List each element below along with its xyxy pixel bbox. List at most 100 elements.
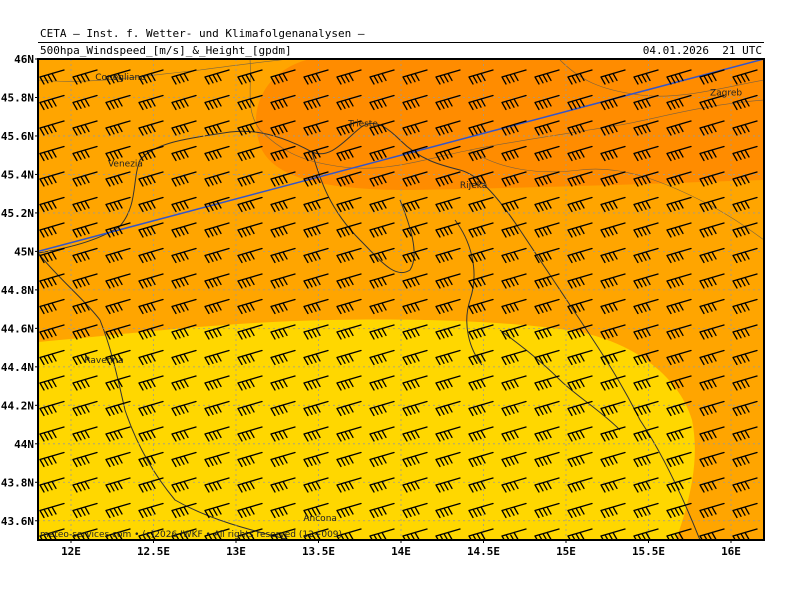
wind-barb — [303, 502, 329, 519]
wind-barb — [105, 502, 131, 519]
wind-barb — [204, 94, 230, 111]
wind-barb — [303, 477, 329, 493]
city-label: Venezia — [108, 160, 143, 170]
city-label: Rijeka — [460, 181, 487, 191]
wind-barb — [435, 120, 461, 136]
wind-barb — [435, 247, 461, 264]
wind-barb — [534, 222, 560, 238]
chart-title: CETA — Inst. f. Wetter- und Klimafolgena… — [40, 27, 365, 40]
wind-barb — [567, 69, 593, 85]
wind-barb — [105, 375, 131, 391]
wind-barb — [369, 145, 395, 162]
wind-barb — [72, 375, 98, 391]
wind-barb — [666, 324, 692, 340]
wind-barb — [435, 349, 461, 366]
wind-barb — [237, 94, 263, 111]
wind-barb — [633, 196, 659, 213]
wind-barb — [600, 222, 626, 238]
wind-barb — [534, 477, 560, 493]
wind-barb — [732, 477, 758, 493]
wind-barb — [39, 400, 65, 417]
wind-barb — [666, 120, 692, 136]
lon-label: 14.5E — [467, 545, 500, 558]
wind-barb — [138, 451, 164, 468]
wind-barb — [138, 400, 164, 417]
wind-barb — [72, 298, 98, 315]
wind-barb — [204, 426, 230, 442]
wind-barb — [39, 324, 65, 340]
wind-barb — [237, 69, 263, 85]
wind-barb — [303, 94, 329, 111]
wind-barb — [435, 298, 461, 315]
lat-label: 44.6N — [1, 322, 34, 335]
wind-barb — [600, 247, 626, 264]
wind-barb — [600, 298, 626, 315]
lon-label: 15E — [556, 545, 576, 558]
wind-barb — [204, 247, 230, 264]
wind-barb — [402, 426, 428, 442]
wind-barb — [105, 349, 131, 366]
wind-barb — [468, 298, 494, 315]
wind-barb — [732, 298, 758, 315]
wind-barb — [303, 298, 329, 315]
wind-barb — [171, 145, 197, 162]
wind-barb — [171, 477, 197, 493]
wind-barb — [204, 298, 230, 315]
wind-barb — [171, 222, 197, 238]
wind-barb — [600, 502, 626, 519]
lat-label: 46N — [14, 53, 34, 66]
wind-barb — [105, 196, 131, 213]
wind-barb — [766, 147, 790, 161]
wind-barb — [633, 477, 659, 493]
wind-barb — [402, 94, 428, 111]
wind-barb — [534, 349, 560, 366]
wind-barb — [303, 171, 329, 187]
wind-barb — [534, 94, 560, 111]
wind-barb — [501, 171, 527, 187]
wind-barb — [303, 69, 329, 85]
height-contour — [38, 59, 764, 253]
wind-barb — [237, 171, 263, 187]
wind-barb — [303, 400, 329, 417]
wind-barb — [204, 145, 230, 162]
lat-label: 45.2N — [1, 207, 34, 220]
wind-barb — [72, 120, 98, 136]
wind-barb — [336, 324, 362, 340]
wind-barb — [633, 222, 659, 238]
wind-barb — [105, 120, 131, 136]
wind-barb — [138, 349, 164, 366]
wind-barb — [468, 426, 494, 442]
wind-barb — [105, 247, 131, 264]
wind-barb — [666, 171, 692, 187]
wind-barb — [138, 247, 164, 264]
wind-barb — [237, 375, 263, 391]
wind-barb — [39, 298, 65, 315]
wind-barb — [501, 196, 527, 213]
wind-barb — [138, 298, 164, 315]
wind-barb — [501, 222, 527, 238]
wind-barb — [732, 349, 758, 366]
lat-label: 43.8N — [1, 476, 34, 489]
wind-barb — [369, 298, 395, 315]
wind-barb — [369, 349, 395, 366]
wind-barb — [435, 69, 461, 85]
wind-barb — [303, 196, 329, 213]
wind-barb — [303, 120, 329, 136]
wind-barb — [732, 69, 758, 85]
wind-barb — [633, 171, 659, 187]
wind-barbs — [39, 69, 790, 540]
wind-barb — [732, 451, 758, 468]
wind-barb — [766, 121, 790, 135]
wind-barb — [105, 222, 131, 238]
wind-barb — [402, 69, 428, 85]
wind-barb — [72, 451, 98, 468]
wind-barb — [567, 400, 593, 417]
wind-barb — [633, 400, 659, 417]
wind-barb — [699, 171, 725, 187]
wind-barb — [105, 477, 131, 493]
wind-barb — [270, 477, 296, 493]
wind-barb — [336, 120, 362, 136]
wind-barb — [138, 120, 164, 136]
wind-barb — [567, 145, 593, 162]
wind-barb — [303, 324, 329, 340]
